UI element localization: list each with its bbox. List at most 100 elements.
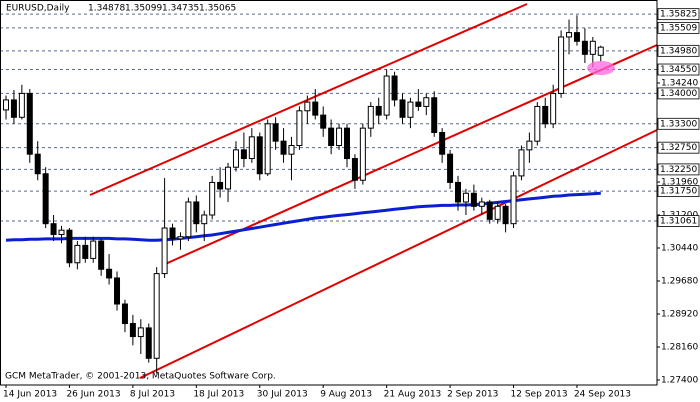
y-tick-label: 1.34240 <box>661 78 698 88</box>
x-tick-label: 2 Sep 2013 <box>447 390 498 400</box>
candle-body <box>225 166 232 190</box>
level-box <box>657 63 700 76</box>
candle-body <box>320 114 327 129</box>
candle-body <box>10 99 17 118</box>
candle-body <box>3 99 9 111</box>
candle-body <box>248 136 255 160</box>
y-tick-label: 1.28920 <box>661 310 698 320</box>
candle-body <box>66 229 73 264</box>
level-label: 1.34980 <box>660 46 697 56</box>
level-label: 1.35825 <box>660 10 697 20</box>
candle-body <box>439 131 446 155</box>
level-box <box>657 44 700 57</box>
level-label: 1.32750 <box>660 143 697 153</box>
candle-body <box>597 46 604 56</box>
x-tick-label: 26 Jun 2013 <box>66 390 120 400</box>
candle-body <box>217 181 224 190</box>
level-label: 1.33300 <box>660 119 697 129</box>
symbol: EURUSD,Daily <box>6 4 70 14</box>
candle-body <box>288 145 295 155</box>
level-label: 1.34550 <box>660 65 697 75</box>
level-box <box>657 21 700 34</box>
trend-line <box>89 3 528 196</box>
candle-body <box>137 327 144 338</box>
candle-body <box>82 244 89 259</box>
candle-body <box>526 140 533 151</box>
candle-body <box>455 181 462 203</box>
x-tick-label: 24 Sep 2013 <box>574 390 631 400</box>
candle-body <box>343 127 350 160</box>
candle-body <box>50 223 57 236</box>
candle-body <box>34 153 41 175</box>
level-box <box>657 215 700 227</box>
candle-body <box>558 36 565 94</box>
candle-body <box>129 323 136 338</box>
candle-body <box>193 201 200 225</box>
level-box <box>657 185 700 198</box>
candle-body <box>280 140 287 155</box>
y-tick-label: 1.29680 <box>661 276 698 286</box>
candle-body <box>42 173 49 225</box>
last-low: 1.34735 <box>162 4 199 14</box>
y-tick-label: 1.31960 <box>661 177 698 187</box>
plot-frame <box>0 0 658 386</box>
candle-body <box>232 149 239 168</box>
y-tick-label: 1.30440 <box>661 243 698 253</box>
candle-body <box>74 244 81 264</box>
candle-body <box>98 240 105 270</box>
candle-body <box>153 273 160 359</box>
candle-body <box>145 327 152 359</box>
candle-body <box>328 127 335 147</box>
last-open: 1.34878 <box>88 4 125 14</box>
moving-average <box>5 191 601 242</box>
y-tick-label: 1.27400 <box>661 376 698 386</box>
candle-body <box>518 149 525 177</box>
axes: 1.274001.281601.289201.296801.304401.312… <box>3 8 700 400</box>
candle-body <box>407 101 414 118</box>
candle-body <box>209 181 216 216</box>
candle-body <box>177 236 184 240</box>
candle-body <box>383 75 390 116</box>
candle-body <box>201 214 208 225</box>
candle-body <box>161 227 168 275</box>
x-tick-label: 12 Sep 2013 <box>511 390 568 400</box>
level-label: 1.31061 <box>660 217 697 227</box>
level-box <box>657 87 700 100</box>
x-tick-label: 14 Jun 2013 <box>3 390 57 400</box>
candle-body <box>121 303 128 325</box>
candle-body <box>351 158 358 181</box>
candle-body <box>534 105 541 142</box>
candle-body <box>240 149 247 160</box>
candle-body <box>312 101 319 116</box>
candle-body <box>510 175 517 225</box>
highlight <box>587 61 615 75</box>
candle-body <box>18 92 25 118</box>
candle-body <box>573 32 580 42</box>
candle-body <box>399 99 406 118</box>
last-close: 1.35065 <box>199 4 236 14</box>
candle-body <box>375 105 382 116</box>
candle-body <box>581 40 588 55</box>
candle-body <box>185 201 192 238</box>
last-high: 1.35099 <box>125 4 162 14</box>
candle-body <box>423 97 430 107</box>
candle-body <box>256 136 263 175</box>
x-tick-label: 8 Jul 2013 <box>130 390 175 400</box>
candle-body <box>114 277 121 305</box>
candles <box>3 15 604 374</box>
candle-body <box>264 123 271 175</box>
candle-body <box>502 205 509 225</box>
level-box <box>657 117 700 130</box>
candle-body <box>462 192 469 203</box>
candle-body <box>494 205 501 220</box>
level-label: 1.35509 <box>660 23 697 33</box>
x-tick-label: 9 Aug 2013 <box>320 390 372 400</box>
candle-body <box>336 127 343 147</box>
candle-body <box>486 201 493 220</box>
candle-body <box>90 240 97 259</box>
candle-body <box>296 110 303 147</box>
level-label: 1.34000 <box>660 89 697 99</box>
candle-body <box>478 201 485 207</box>
